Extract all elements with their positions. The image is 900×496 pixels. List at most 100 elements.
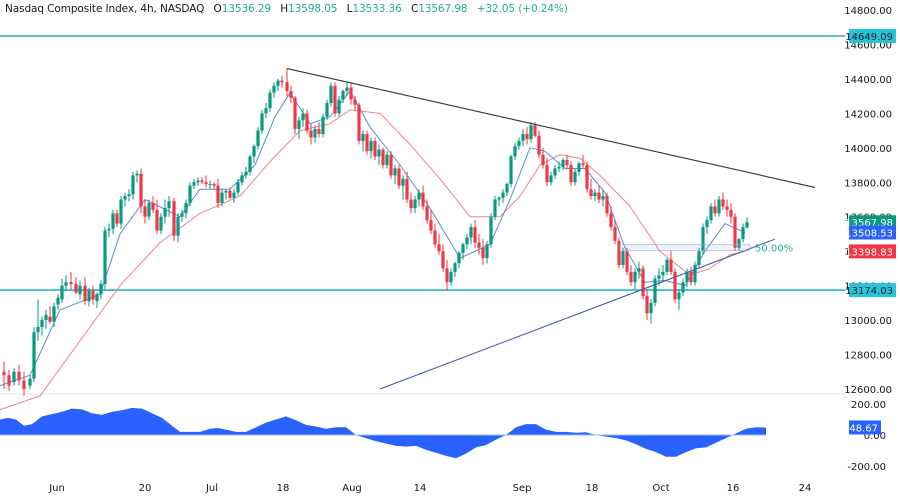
candle xyxy=(585,161,589,193)
candle xyxy=(135,170,139,183)
candle xyxy=(107,223,111,238)
candle xyxy=(545,158,549,186)
candle xyxy=(87,287,91,307)
candle xyxy=(457,251,461,269)
candle xyxy=(172,197,176,241)
candle xyxy=(48,306,52,324)
candle xyxy=(401,175,405,200)
candle xyxy=(701,223,705,255)
candle xyxy=(155,199,159,234)
candle xyxy=(605,192,609,217)
low-value: L13533.36 xyxy=(346,3,402,15)
time-tick: Jul xyxy=(205,483,218,494)
candle xyxy=(345,82,349,97)
candle xyxy=(385,151,389,169)
price-axis[interactable]: 14800.00 14600.00 14400.00 14200.00 14000.00… xyxy=(844,6,896,396)
candle xyxy=(111,209,115,234)
candle xyxy=(737,237,741,252)
candle xyxy=(349,82,353,105)
time-tick: 18 xyxy=(277,483,290,494)
candle xyxy=(653,275,657,307)
candle xyxy=(729,202,733,224)
candle xyxy=(228,187,232,200)
candle xyxy=(589,178,593,200)
candle xyxy=(705,216,709,234)
candle xyxy=(517,137,521,150)
candle xyxy=(525,127,529,145)
candle xyxy=(405,171,409,203)
candle xyxy=(505,182,509,197)
candle xyxy=(441,244,445,272)
oscillator-axis[interactable]: 200.00 0.00 -200.00 48.67 xyxy=(847,400,886,473)
candle xyxy=(167,196,171,217)
candle xyxy=(621,247,625,269)
candle xyxy=(565,154,569,169)
candle xyxy=(200,177,204,184)
descending-trendline[interactable] xyxy=(286,68,816,188)
candle xyxy=(433,223,437,248)
oscillator-value-tag: 48.67 xyxy=(849,420,881,435)
candle xyxy=(665,258,669,276)
candle xyxy=(36,299,40,341)
candle xyxy=(577,161,581,176)
ma-fast-tag: 13508.53 xyxy=(845,225,896,240)
candle xyxy=(409,192,413,214)
candle xyxy=(341,89,345,104)
candle xyxy=(208,180,212,190)
candle xyxy=(28,375,32,389)
candle xyxy=(276,78,280,91)
candle xyxy=(553,165,557,179)
candle xyxy=(513,142,517,160)
candle xyxy=(745,217,749,229)
candle xyxy=(2,361,6,389)
candle xyxy=(147,199,151,221)
candle xyxy=(224,189,228,200)
candle xyxy=(143,199,147,224)
candle xyxy=(317,121,321,138)
oscillator-pane xyxy=(0,407,766,459)
candle xyxy=(637,261,641,279)
candle xyxy=(353,96,357,110)
candle xyxy=(569,161,573,186)
candle xyxy=(321,113,325,138)
resistance-level-tag: 14649.09 xyxy=(845,28,896,43)
fib-zone[interactable] xyxy=(619,244,751,252)
candle xyxy=(289,85,293,104)
candle xyxy=(445,259,449,291)
candle xyxy=(461,242,465,260)
candle xyxy=(469,223,473,245)
candle xyxy=(280,75,284,88)
svg-text:48.67: 48.67 xyxy=(849,423,878,434)
candle xyxy=(645,289,649,321)
price-tick: 13800.00 xyxy=(844,178,892,189)
candle xyxy=(501,189,505,203)
candle xyxy=(473,220,477,248)
candle xyxy=(22,371,26,396)
time-tick: 14 xyxy=(414,483,427,494)
candle xyxy=(78,280,82,300)
time-tick: Sep xyxy=(513,483,532,494)
time-tick: 16 xyxy=(727,483,740,494)
candle xyxy=(429,209,433,234)
candle xyxy=(369,137,373,159)
candle xyxy=(301,108,305,128)
candle xyxy=(236,178,240,197)
candle xyxy=(99,280,103,300)
candle xyxy=(361,130,365,152)
trendlines[interactable] xyxy=(286,68,816,390)
candle xyxy=(381,147,385,169)
candle xyxy=(581,154,585,169)
ascending-trendline[interactable] xyxy=(379,238,776,390)
candle xyxy=(159,213,163,234)
candle xyxy=(204,175,208,188)
candle xyxy=(477,233,481,255)
candle xyxy=(617,237,621,269)
fib-retracement[interactable]: 50.00% xyxy=(619,244,793,255)
price-tick: 14800.00 xyxy=(844,6,892,17)
candle xyxy=(272,82,276,98)
candle xyxy=(661,264,665,283)
time-axis[interactable]: Jun 20 Jul 18 Aug 14 Sep 18 Oct 16 24 xyxy=(48,483,811,494)
close-value: C13567.98 xyxy=(410,3,468,15)
symbol-title[interactable]: Nasdaq Composite Index, 4h, NASDAQ xyxy=(5,3,205,15)
